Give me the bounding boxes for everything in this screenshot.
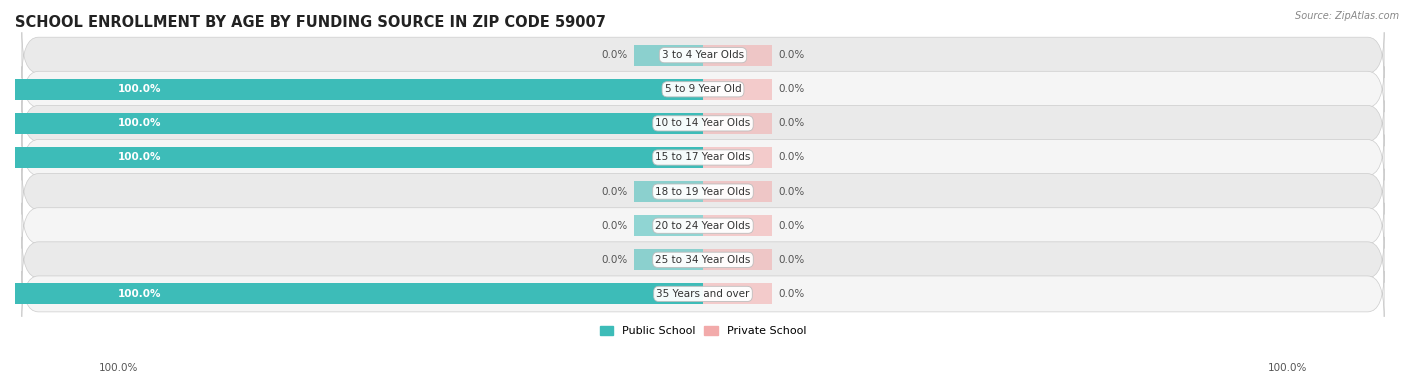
Text: 15 to 17 Year Olds: 15 to 17 Year Olds — [655, 152, 751, 162]
Text: 0.0%: 0.0% — [779, 50, 804, 60]
Text: 100.0%: 100.0% — [118, 84, 162, 94]
Text: 0.0%: 0.0% — [779, 152, 804, 162]
Text: 20 to 24 Year Olds: 20 to 24 Year Olds — [655, 221, 751, 231]
Bar — [634, 44, 703, 66]
Text: 100.0%: 100.0% — [118, 152, 162, 162]
Text: 10 to 14 Year Olds: 10 to 14 Year Olds — [655, 118, 751, 129]
Text: 0.0%: 0.0% — [602, 221, 627, 231]
Text: Source: ZipAtlas.com: Source: ZipAtlas.com — [1295, 11, 1399, 21]
Text: SCHOOL ENROLLMENT BY AGE BY FUNDING SOURCE IN ZIP CODE 59007: SCHOOL ENROLLMENT BY AGE BY FUNDING SOUR… — [15, 15, 606, 30]
Text: 18 to 19 Year Olds: 18 to 19 Year Olds — [655, 187, 751, 196]
Text: 0.0%: 0.0% — [779, 289, 804, 299]
Bar — [634, 249, 703, 270]
Bar — [703, 147, 772, 168]
Legend: Public School, Private School: Public School, Private School — [595, 322, 811, 341]
Text: 0.0%: 0.0% — [602, 255, 627, 265]
Bar — [15, 113, 703, 134]
Text: 100.0%: 100.0% — [118, 118, 162, 129]
Text: 100.0%: 100.0% — [1268, 363, 1308, 373]
FancyBboxPatch shape — [22, 203, 1384, 249]
FancyBboxPatch shape — [22, 237, 1384, 283]
Text: 25 to 34 Year Olds: 25 to 34 Year Olds — [655, 255, 751, 265]
Bar — [703, 79, 772, 100]
Text: 0.0%: 0.0% — [779, 187, 804, 196]
FancyBboxPatch shape — [22, 32, 1384, 78]
Bar — [703, 284, 772, 305]
Bar — [703, 249, 772, 270]
Text: 0.0%: 0.0% — [602, 50, 627, 60]
Text: 3 to 4 Year Olds: 3 to 4 Year Olds — [662, 50, 744, 60]
FancyBboxPatch shape — [22, 100, 1384, 146]
Text: 0.0%: 0.0% — [779, 84, 804, 94]
Text: 100.0%: 100.0% — [98, 363, 138, 373]
Text: 0.0%: 0.0% — [779, 255, 804, 265]
Bar — [15, 147, 703, 168]
Text: 5 to 9 Year Old: 5 to 9 Year Old — [665, 84, 741, 94]
Text: 100.0%: 100.0% — [118, 289, 162, 299]
Bar — [15, 79, 703, 100]
Text: 0.0%: 0.0% — [779, 221, 804, 231]
Bar — [15, 284, 703, 305]
Text: 0.0%: 0.0% — [602, 187, 627, 196]
Text: 0.0%: 0.0% — [779, 118, 804, 129]
FancyBboxPatch shape — [22, 66, 1384, 112]
FancyBboxPatch shape — [22, 135, 1384, 181]
Bar — [703, 113, 772, 134]
Bar — [703, 181, 772, 202]
Bar — [634, 181, 703, 202]
FancyBboxPatch shape — [22, 271, 1384, 317]
Bar — [634, 215, 703, 236]
FancyBboxPatch shape — [22, 169, 1384, 215]
Bar — [703, 44, 772, 66]
Bar — [703, 215, 772, 236]
Text: 35 Years and over: 35 Years and over — [657, 289, 749, 299]
